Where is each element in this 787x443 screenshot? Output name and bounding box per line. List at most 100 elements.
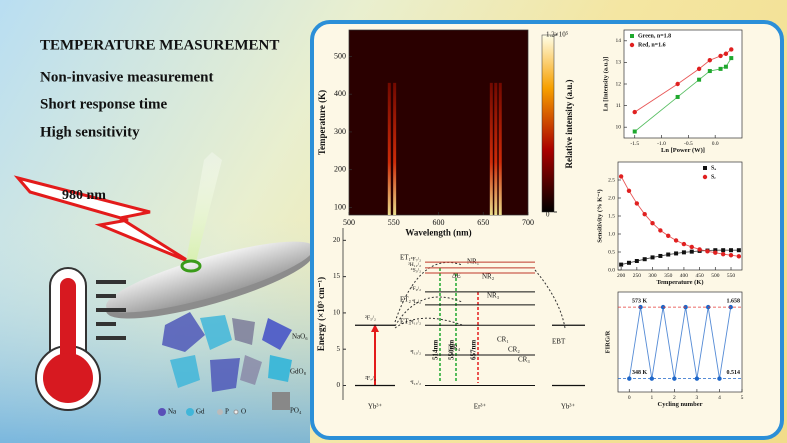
data-point: [634, 201, 640, 206]
y-tick-label: 15: [333, 272, 341, 280]
y-tick-label: 20: [333, 236, 341, 244]
x-tick-label: 300: [648, 273, 657, 279]
x-tick-label: 700: [522, 218, 534, 227]
atom-icon: [186, 408, 194, 416]
data-point: [694, 376, 700, 381]
data-point: [689, 244, 694, 250]
level-label: ⁴I₁₅/₂: [410, 380, 421, 386]
transfer-arrow: [394, 296, 463, 327]
y-tick-label: 2.5: [608, 177, 615, 183]
data-point: [632, 109, 637, 115]
y-tick-label: 11: [616, 103, 622, 109]
emission-streak: [498, 82, 502, 215]
data-point: [681, 250, 686, 255]
y-tick-label: 0.5: [608, 249, 615, 255]
ion-label: Yb³⁺: [561, 403, 576, 411]
title: TEMPERATURE MEASUREMENT: [40, 37, 279, 53]
x-tick-label: 0: [628, 395, 631, 401]
sample-spot: [180, 259, 202, 273]
x-axis-label: Cycling number: [658, 401, 703, 408]
y-tick-label: 12: [616, 81, 622, 87]
emission-streak: [393, 82, 397, 215]
data-point: [626, 188, 632, 193]
series-line: [628, 307, 732, 379]
data-point: [723, 51, 729, 56]
level-label: ⁴I₉/₂: [412, 299, 421, 305]
emission-label: 550nm: [448, 340, 456, 360]
series-line: [620, 176, 739, 257]
emission-streak: [494, 82, 498, 215]
level-label: ⁴S₃/₂: [411, 267, 421, 273]
y-tick-label: 400: [334, 89, 346, 98]
y-tick-label: 200: [334, 165, 346, 174]
level-label: ⁴I₁₃/₂: [410, 349, 421, 355]
x-tick-label: 500: [343, 218, 355, 227]
x-tick-label: 650: [477, 218, 489, 227]
emission-label: 657nm: [470, 340, 478, 360]
transfer-label: ET₃: [400, 318, 412, 326]
y-tick-label: 300: [334, 127, 346, 136]
y-tick-label: 13: [616, 60, 622, 66]
reference-label: 348 K: [632, 370, 648, 376]
y-axis-label: Energy (×10³ cm⁻¹): [316, 277, 326, 351]
data-point: [681, 241, 687, 247]
thermometer-mercury: [60, 278, 76, 378]
emission-streak: [387, 82, 391, 215]
y-tick-label: 10: [616, 124, 622, 130]
level-label: ⁴F₇/₂: [411, 256, 421, 262]
y-axis-label: Ln [Intensity (a.u.)]: [602, 57, 609, 112]
crystal-structure: [162, 312, 292, 410]
y-tick-label: 1.5: [608, 213, 615, 219]
x-tick-label: 1: [650, 395, 653, 401]
ion-label: Er³⁺: [474, 403, 487, 411]
data-point: [634, 259, 639, 263]
y-tick-label: 2.0: [608, 195, 615, 201]
x-tick-label: -0.5: [684, 141, 693, 147]
x-tick-label: -1.0: [657, 141, 666, 147]
x-tick-label: 450: [695, 273, 704, 279]
legend-label: Red, n=1.6: [638, 42, 666, 48]
x-tick-label: 600: [433, 218, 445, 227]
y-tick-label: 1.0: [608, 231, 615, 237]
arrow-head: [371, 324, 379, 332]
reference-value: 1.658: [727, 299, 741, 305]
reference-label: 573 K: [632, 299, 648, 305]
data-point: [721, 248, 726, 253]
data-point: [618, 174, 624, 179]
x-tick-label: 550: [727, 273, 736, 279]
atom-label: P: [225, 408, 229, 416]
transfer-label: EBT: [552, 338, 566, 346]
thermometer-bulb: [43, 353, 93, 403]
data-point: [736, 248, 741, 253]
legend-marker: [703, 166, 707, 170]
data-point: [720, 251, 726, 257]
level-label: ²H₁₁/₂: [408, 262, 421, 268]
level-label: ²F₅/₂: [365, 316, 376, 322]
x-tick-label: 550: [388, 218, 400, 227]
transfer-label: ΔE: [452, 272, 461, 280]
ion-label: Yb³⁺: [368, 403, 383, 411]
x-tick-label: 500: [711, 273, 720, 279]
polyhedron-label: NaO₆: [292, 333, 308, 341]
data-point: [713, 248, 718, 253]
data-point: [675, 94, 680, 99]
plot-frame: [623, 29, 743, 139]
data-point: [666, 252, 671, 257]
data-point: [619, 262, 624, 267]
data-point: [707, 58, 713, 63]
data-point: [642, 257, 647, 262]
x-tick-label: 2: [673, 395, 676, 401]
y-tick-label: 14: [616, 38, 622, 44]
atom-label: Gd: [196, 408, 205, 416]
series-line: [621, 249, 739, 266]
laser-label: 980 nm: [62, 188, 106, 203]
data-point: [697, 247, 702, 252]
laser-bolt: [13, 175, 191, 264]
data-point: [674, 251, 679, 256]
legend-label: Green, n=1.8: [638, 33, 671, 39]
polyhedron-label: PO₄: [290, 407, 302, 415]
data-point: [736, 254, 742, 259]
data-point: [675, 81, 680, 87]
data-point: [718, 53, 723, 59]
emission-streak: [489, 82, 493, 215]
